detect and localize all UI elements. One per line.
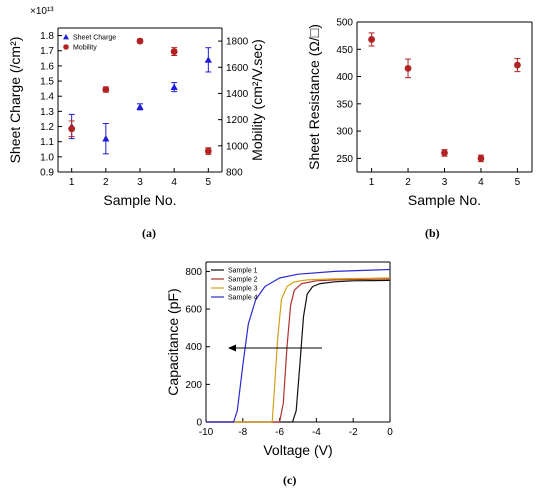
mobility-point [102, 86, 110, 93]
y-tick-label: 250 [336, 154, 353, 165]
left-y-tick-label: 1.1 [40, 137, 54, 148]
left-y-tick-label: 1.2 [40, 122, 54, 133]
panel-a: 1 2 3 4 5 0.9 1.0 1.1 1.2 1.3 1.4 1.5 1.6 1.7 1.8 800 10… [7, 6, 265, 208]
x-tick-label: -4 [312, 427, 321, 438]
x-tick-label: -10 [199, 427, 214, 438]
x-tick-label: 4 [171, 177, 177, 188]
x-tick-label: -8 [238, 427, 247, 438]
x-tick-label: 1 [369, 177, 375, 188]
y-axis-label: Sheet Resistance (Ω/□) [306, 24, 322, 170]
sheet-charge-point [136, 103, 144, 110]
left-y-tick-label: 1.4 [40, 92, 54, 103]
right-y-tick-label: 1200 [226, 115, 249, 126]
x-tick-label: -6 [275, 427, 284, 438]
y-tick-label: 400 [336, 72, 353, 83]
sheet-resistance-point [404, 64, 412, 72]
sublabel-b: (b) [425, 226, 440, 240]
y-tick-label: 0 [196, 418, 202, 429]
sheet-charge-point [170, 83, 178, 90]
cv-curve-sample-4 [206, 268, 391, 423]
sheet-charge-point [204, 56, 212, 63]
left-y-tick-label: 1.0 [40, 152, 54, 163]
y-tick-label: 800 [185, 267, 202, 278]
right-y-tick-label: 1400 [226, 89, 249, 100]
mobility-point [68, 125, 76, 133]
sheet-charge-point [102, 135, 110, 142]
sheet-resistance-point [514, 61, 521, 69]
sheet-resistance-point [441, 149, 448, 157]
right-y-tick-label: 800 [226, 168, 243, 179]
x-tick-label: 3 [442, 177, 448, 188]
y-tick-label: 350 [336, 99, 353, 110]
y-tick-label: 300 [336, 127, 353, 138]
legend-label: Sheet Charge [73, 35, 116, 42]
y-tick-label: 600 [185, 305, 202, 316]
legend-marker-sheet-charge [63, 34, 69, 40]
cv-curve-sample-3 [206, 277, 391, 423]
legend-label: Sample 3 [228, 286, 258, 293]
right-y-tick-label: 1800 [226, 37, 249, 48]
y-tick-label: 400 [185, 342, 202, 353]
x-tick-label: 2 [405, 177, 411, 188]
panel-c: -10 -8 -6 -4 -2 0 0 200 400 600 800 Capacitance (pF… [165, 261, 393, 458]
x-tick-label: 1 [69, 177, 75, 188]
legend-marker-mobility [63, 44, 69, 50]
x-tick-label: -2 [349, 427, 358, 438]
x-tick-label: 4 [478, 177, 484, 188]
left-y-tick-label: 0.9 [40, 168, 54, 179]
legend-label: Sample 2 [228, 277, 258, 284]
left-y-axis-label: Sheet Charge (/cm²) [7, 37, 23, 164]
shift-arrowhead [228, 344, 236, 352]
legend-label: Sample 4 [228, 295, 258, 302]
x-tick-label: 5 [515, 177, 521, 188]
x-tick-label: 5 [206, 177, 212, 188]
panel-b: 1 2 3 4 5 250 300 350 400 450 500 Sheet Resistance … [306, 18, 533, 208]
cv-curve-sample-2 [206, 278, 391, 423]
right-y-tick-label: 1600 [226, 63, 249, 74]
y-tick-label: 450 [336, 45, 353, 56]
sheet-resistance-point [477, 154, 485, 162]
x-axis-label: Sample No. [408, 192, 481, 208]
y-tick-label: 200 [185, 380, 202, 391]
mobility-point [136, 37, 144, 45]
x-tick-label: 0 [387, 427, 393, 438]
y-tick-label: 500 [336, 18, 353, 29]
left-y-tick-label: 1.6 [40, 61, 54, 72]
x-tick-label: 3 [137, 177, 143, 188]
left-axis-multiplier: ×10¹³ [30, 6, 54, 17]
y-axis-label: Capacitance (pF) [165, 288, 181, 395]
sublabel-a: (a) [142, 226, 156, 240]
x-tick-label: 2 [103, 177, 109, 188]
x-axis-label: Sample No. [103, 192, 176, 208]
left-y-tick-label: 1.5 [40, 77, 54, 88]
mobility-point [204, 147, 212, 155]
right-y-axis-label: Mobility (cm²/V.sec) [249, 39, 265, 161]
left-y-tick-label: 1.3 [40, 107, 54, 118]
cv-curve-sample-1 [206, 279, 391, 423]
right-y-tick-label: 1000 [226, 141, 249, 152]
mobility-point [170, 48, 178, 55]
legend-label: Mobility [73, 45, 97, 52]
left-y-tick-label: 1.7 [40, 46, 54, 57]
sheet-resistance-point [368, 36, 375, 43]
sublabel-c: (c) [283, 473, 296, 487]
x-axis-label: Voltage (V) [263, 442, 332, 458]
left-y-tick-label: 1.8 [40, 31, 54, 42]
legend-label: Sample 1 [228, 268, 258, 275]
